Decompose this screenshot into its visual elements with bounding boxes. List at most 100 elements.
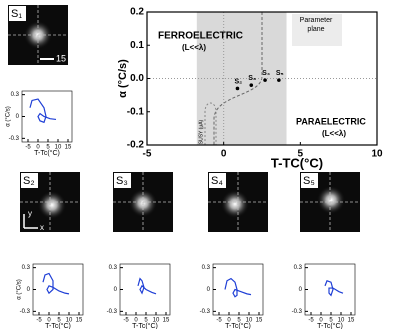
panel-label: S₅	[303, 175, 315, 187]
data-point	[277, 78, 281, 82]
x-tick-label: 15	[348, 318, 355, 324]
x-tick-label: 10	[246, 318, 253, 324]
point-label: S₅	[276, 70, 284, 77]
x-tick-label: -5	[308, 318, 314, 324]
x-tick-label: 10	[55, 145, 62, 151]
label-box	[209, 173, 226, 188]
y-tick-label: -0.1	[127, 106, 145, 117]
x-tick-label: 10	[153, 318, 160, 324]
y-tick-label: -0.3	[200, 309, 211, 315]
y-tick-label: -0.3	[107, 309, 118, 315]
y-tick-label: -0.3	[9, 136, 20, 142]
panel-label: S₃	[116, 175, 128, 187]
y-tick-label: 0	[16, 114, 20, 120]
x-tick-label: 5	[237, 318, 241, 324]
x-axis-label: T-Tc(°C)	[225, 322, 251, 329]
y-tick-label: 0.3	[202, 265, 211, 271]
x-tick-label: 0	[221, 149, 227, 160]
scale-bar-label: 15 μm	[56, 53, 81, 63]
point-label: S₃	[248, 75, 256, 82]
data-point	[235, 86, 240, 91]
y-tick-label: 0.0	[130, 73, 144, 84]
x-tick-label: 10	[66, 318, 73, 324]
x-tick-label: 15	[65, 145, 72, 151]
panel-label: S₄	[211, 175, 223, 187]
x-tick-label: 0	[319, 318, 323, 324]
plot-frame	[32, 263, 84, 316]
point-label: S₄	[262, 70, 270, 77]
shaded-region	[196, 12, 287, 145]
x-tick-label: -5	[36, 318, 42, 324]
plot-frame	[119, 263, 171, 316]
x-axis-label: T-Tc(°C)	[132, 322, 158, 329]
y-tick-label: 0.1	[130, 40, 144, 51]
hotspot	[221, 190, 249, 218]
hotspot	[317, 186, 345, 214]
data-point	[263, 78, 267, 82]
y-tick-label: 0	[114, 287, 118, 293]
x-tick-label: 5	[144, 318, 148, 324]
phase-boundary	[213, 12, 263, 145]
parameter-box	[292, 14, 342, 46]
x-tick-label: 0	[36, 145, 40, 151]
hotspot	[38, 191, 66, 219]
annotation: (L<<λ)	[322, 129, 346, 138]
x-tick-label: 5	[46, 145, 50, 151]
x-tick-label: 0	[47, 318, 51, 324]
trajectory	[324, 279, 344, 297]
annotation: Parameter	[300, 17, 333, 24]
annotation: SUSY (μA)	[198, 119, 204, 144]
y-tick-label: 0.3	[294, 265, 303, 271]
y-tick-label: -0.2	[127, 140, 145, 151]
y-tick-label: 0.3	[109, 265, 118, 271]
trajectory	[137, 277, 157, 295]
y-tick-label: 0.3	[11, 92, 20, 98]
axis-glyph: y	[28, 209, 32, 218]
panel-label: S₁	[11, 8, 22, 20]
x-tick-label: 0	[227, 318, 231, 324]
data-point	[249, 83, 254, 87]
x-tick-label: 5	[329, 318, 333, 324]
annotation: plane	[307, 26, 324, 33]
trajectory	[42, 272, 70, 295]
trajectory	[29, 98, 57, 124]
x-tick-label: 10	[371, 149, 383, 160]
x-tick-label: -5	[123, 318, 129, 324]
x-tick-label: 15	[163, 318, 170, 324]
susy-boundary	[204, 102, 217, 145]
y-tick-label: -0.3	[20, 309, 31, 315]
x-tick-label: -5	[25, 145, 31, 151]
y-tick-label: 0	[207, 287, 211, 293]
panel-label: S₂	[23, 175, 35, 187]
label-box	[21, 173, 38, 188]
x-tick-label: 15	[76, 318, 83, 324]
x-tick-label: 5	[57, 318, 61, 324]
x-tick-label: 5	[298, 149, 304, 160]
label-box	[9, 6, 26, 21]
axis-glyph: x	[40, 223, 44, 232]
label-box	[301, 173, 318, 188]
y-axis-label: α (°C/s)	[6, 106, 12, 127]
x-tick-label: 15	[256, 318, 263, 324]
x-axis-label: T-Tc(°C)	[45, 322, 71, 329]
trajectory	[224, 277, 252, 298]
annotation: (L<<λ)	[182, 43, 206, 52]
x-tick-label: 0	[134, 318, 138, 324]
x-axis-label: T-Tc(°C)	[34, 149, 60, 157]
y-tick-label: 0	[27, 287, 31, 293]
y-axis-label: α (°C/s)	[117, 59, 129, 98]
y-tick-label: 0.3	[22, 265, 31, 271]
label-box	[114, 173, 131, 188]
x-tick-label: -5	[216, 318, 222, 324]
x-tick-label: -5	[143, 149, 152, 160]
x-axis-label: T-TC(°C)	[271, 155, 323, 170]
y-tick-label: -0.3	[292, 309, 303, 315]
y-axis-label: α (°C/s)	[17, 279, 23, 300]
plot-frame	[21, 90, 73, 143]
y-tick-label: 0	[299, 287, 303, 293]
annotation: PARAELECTRIC	[296, 116, 366, 126]
plot-frame	[304, 263, 356, 316]
plot-frame	[212, 263, 264, 316]
point-label: S₂	[234, 78, 242, 85]
